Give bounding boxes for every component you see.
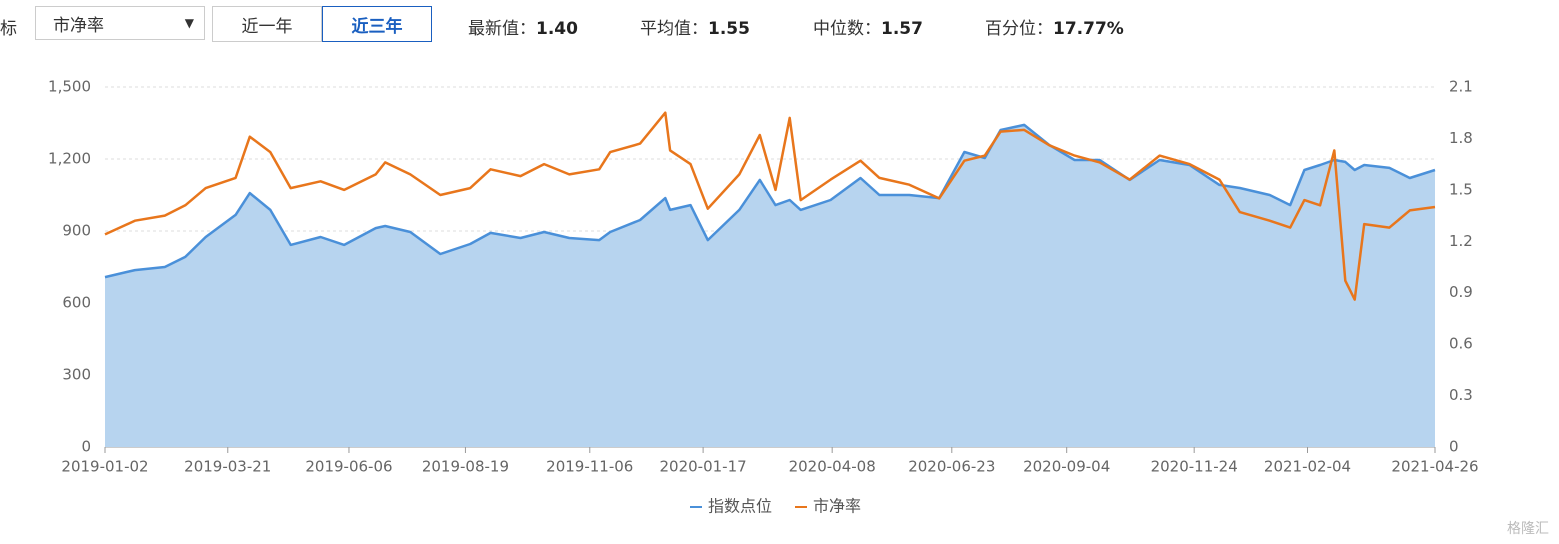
label: 标: [0, 19, 17, 39]
button[interactable]: 近一年: [212, 6, 322, 42]
line: [104, 111, 1436, 301]
x-tick-label: 2020-04-08: [789, 458, 876, 476]
stat: 平均值：1.55: [640, 14, 750, 39]
x-tick-label: 2020-11-24: [1151, 458, 1238, 476]
y2-tick-label: 0.9: [1449, 283, 1473, 301]
stat-value: 1.57: [881, 19, 923, 39]
x-tick-label: 2021-04-26: [1391, 458, 1478, 476]
stat: 中位数：1.57: [813, 14, 923, 39]
stat-value: 1.40: [536, 19, 578, 39]
area: [105, 124, 1435, 448]
y2-tick-label: 0.3: [1449, 386, 1473, 404]
legend-label: 指数点位: [708, 497, 772, 516]
stat-value: 17.77%: [1053, 19, 1124, 39]
y-tick-label: 300: [62, 366, 91, 384]
x-tick-label: 2020-06-23: [908, 458, 995, 476]
x-tick-label: 2019-11-06: [546, 458, 633, 476]
y2-tick-label: 1.5: [1449, 180, 1473, 198]
select-value: 市净率: [53, 15, 104, 36]
y-tick-label: 1,500: [48, 78, 91, 96]
x-tick-label: 2020-09-04: [1023, 458, 1110, 476]
stat-label: 最新值：: [468, 19, 536, 39]
y2-tick-label: 1.8: [1449, 129, 1473, 147]
y2-tick-label: 1.2: [1449, 232, 1473, 250]
watermark: 格隆汇: [1507, 521, 1549, 537]
y-tick-label: 900: [62, 222, 91, 240]
x-tick-label: 2021-02-04: [1264, 458, 1351, 476]
stat: 百分位：17.77%: [985, 14, 1124, 39]
y-tick-label: 600: [62, 294, 91, 312]
x-tick-label: 2020-01-17: [660, 458, 747, 476]
x-tick-label: 2019-06-06: [305, 458, 392, 476]
stat-value: 1.55: [708, 19, 750, 39]
button[interactable]: 近三年: [322, 6, 432, 42]
line: [104, 123, 1436, 279]
y2-tick-label: 2.1: [1449, 78, 1473, 96]
stat-label: 中位数：: [813, 19, 881, 39]
y-tick-label: 1,200: [48, 150, 91, 168]
x-tick-label: 2019-08-19: [422, 458, 509, 476]
y2-tick-label: 0.6: [1449, 335, 1473, 353]
stat: 最新值：1.40: [468, 14, 578, 39]
y2-tick-label: 0: [1449, 438, 1459, 456]
stat-label: 百分位：: [985, 19, 1053, 39]
x-tick-label: 2019-03-21: [184, 458, 271, 476]
stat-label: 平均值：: [640, 19, 708, 39]
y-tick-label: 0: [81, 438, 91, 456]
x-tick-label: 2019-01-02: [61, 458, 148, 476]
select[interactable]: 市净率 ▼: [35, 6, 205, 40]
legend-label: 市净率: [813, 497, 861, 516]
